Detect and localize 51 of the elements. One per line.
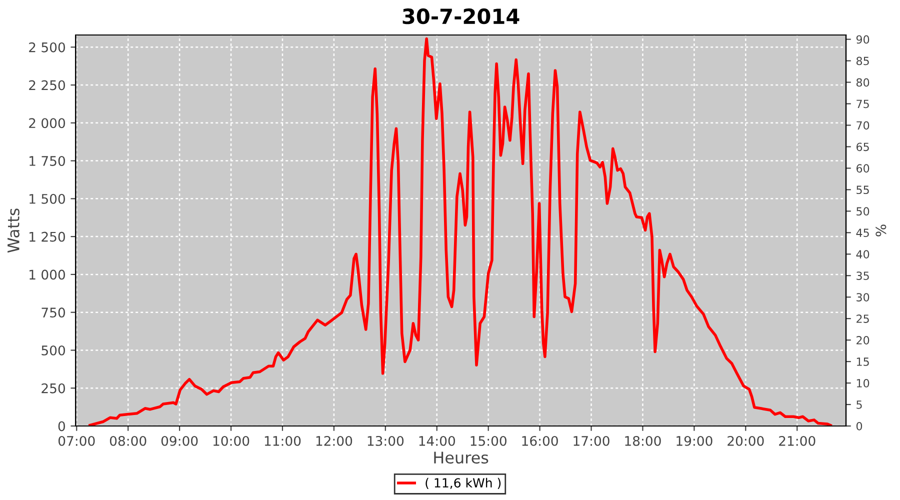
y2-axis-title: % (876, 224, 886, 236)
x-axis-title: Heures (434, 452, 488, 464)
y2-tick-label: 45 (856, 228, 869, 238)
y-tick-label: 2 500 (29, 42, 65, 52)
y2-tick-label: 70 (856, 121, 870, 130)
line-series (88, 37, 832, 426)
y2-tick-label: 65 (856, 142, 869, 152)
x-tick-label: 15:00 (470, 436, 506, 446)
y2-tick-label: 80 (856, 78, 870, 87)
y-axis-title: Watts (8, 208, 20, 253)
legend-label: ( 11,6 kWh ) (426, 478, 501, 490)
y2-tick-label: 20 (856, 336, 870, 344)
x-tick-label: 17:00 (574, 436, 610, 446)
x-tick-label: 14:00 (419, 436, 456, 446)
y2-tick-label: 30 (856, 293, 870, 302)
x-tick-label: 20:00 (728, 436, 764, 446)
y2-tick-label: 75 (856, 100, 869, 108)
x-tick-label: 21:00 (779, 436, 816, 446)
x-tick-label: 16:00 (522, 436, 558, 446)
y2-tick-label: 40 (856, 250, 870, 259)
x-tick-label: 10:00 (213, 436, 250, 446)
y2-tick-label: 90 (856, 35, 870, 44)
x-tick-label: 08:00 (110, 436, 146, 446)
y2-tick-label: 0 (856, 422, 862, 430)
y-tick-label: 2 000 (29, 118, 65, 128)
x-tick-label: 19:00 (676, 436, 712, 446)
x-tick-label: 12:00 (316, 436, 352, 446)
y-tick-label: 2 250 (29, 80, 65, 90)
y2-tick-label: 85 (856, 56, 869, 66)
x-tick-label: 13:00 (368, 436, 404, 446)
y2-tick-label: 5 (856, 400, 862, 409)
y-tick-label: 1 000 (30, 270, 65, 280)
y2-tick-label: 25 (856, 314, 869, 323)
x-tick-label: 18:00 (625, 436, 661, 446)
y-tick-label: 250 (42, 383, 65, 394)
y2-tick-label: 35 (856, 272, 869, 280)
y-tick-label: 0 (58, 421, 65, 432)
y-tick-label: 1 250 (30, 232, 65, 242)
y-tick-label: 500 (42, 345, 65, 356)
x-tick-label: 11:00 (264, 436, 301, 446)
y2-tick-label: 15 (856, 358, 869, 366)
y-tick-label: 750 (42, 308, 65, 318)
x-tick-label: 09:00 (161, 436, 198, 446)
x-tick-label: 07:00 (58, 436, 95, 446)
y-tick-label: 1 750 (30, 156, 65, 166)
chart-title: 30-7-2014 (402, 8, 520, 24)
y2-tick-label: 10 (856, 379, 870, 388)
y2-tick-label: 50 (856, 207, 870, 216)
y-tick-label: 1 500 (30, 194, 65, 204)
y2-tick-label: 60 (856, 164, 870, 173)
y2-tick-label: 55 (856, 186, 869, 194)
